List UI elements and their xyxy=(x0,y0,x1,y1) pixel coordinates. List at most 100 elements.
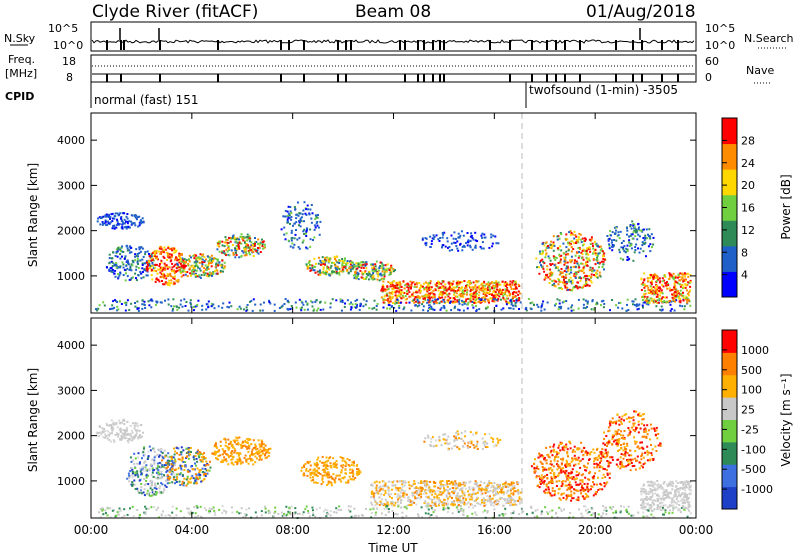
echo-pixel xyxy=(146,265,149,268)
echo-pixel xyxy=(510,301,513,304)
echo-pixel xyxy=(438,293,441,296)
echo-pixel xyxy=(458,287,461,290)
echo-pixel xyxy=(495,295,498,298)
echo-pixel xyxy=(166,273,169,276)
cpid-panel: CPID normal (fast) 151 twofsound (1-min)… xyxy=(5,82,678,108)
echo-pixel xyxy=(289,308,292,311)
echo-pixel xyxy=(677,276,679,279)
nsky-tick-top: 10^5 xyxy=(48,22,78,35)
echo-pixel xyxy=(341,262,344,265)
echo-pixel xyxy=(331,272,334,275)
echo-pixel xyxy=(162,275,164,278)
echo-pixel xyxy=(602,253,605,256)
cpid-mode-twofsound: twofsound (1-min) -3505 xyxy=(529,83,678,97)
echo-pixel xyxy=(585,250,588,252)
echo-pixel xyxy=(286,220,289,223)
echo-pixel xyxy=(609,309,611,312)
echo-pixel xyxy=(388,300,391,303)
echo-pixel xyxy=(640,278,643,281)
echo-pixel xyxy=(645,255,647,258)
echo-pixel xyxy=(432,300,435,303)
echo-pixel xyxy=(512,280,515,282)
echo-pixel xyxy=(184,270,187,273)
echo-pixel xyxy=(179,262,182,265)
echo-pixel xyxy=(249,459,252,462)
echo-pixel xyxy=(513,295,516,298)
echo-pixel xyxy=(233,237,236,240)
echo-pixel xyxy=(557,248,560,251)
echo-pixel xyxy=(487,300,490,303)
echo-pixel xyxy=(318,233,321,236)
velocity-heatmap xyxy=(95,410,692,519)
echo-pixel xyxy=(239,235,242,238)
echo-pixel xyxy=(106,424,108,426)
echo-pixel xyxy=(509,280,512,283)
echo-pixel xyxy=(487,291,490,294)
echo-pixel xyxy=(160,261,163,264)
echo-pixel xyxy=(248,246,251,249)
echo-pixel xyxy=(158,461,161,464)
echo-pixel xyxy=(190,476,193,479)
echo-pixel xyxy=(203,261,206,263)
echo-pixel xyxy=(222,450,225,453)
echo-pixel xyxy=(632,300,635,303)
echo-pixel xyxy=(649,250,652,253)
echo-pixel xyxy=(649,285,652,288)
echo-pixel xyxy=(158,487,161,490)
echo-pixel xyxy=(454,305,457,308)
echo-pixel xyxy=(505,501,508,504)
echo-pixel xyxy=(231,237,234,240)
echo-pixel xyxy=(187,470,190,473)
echo-pixel xyxy=(109,424,112,427)
echo-pixel xyxy=(479,245,482,248)
echo-pixel xyxy=(451,248,454,251)
echo-pixel xyxy=(472,295,474,298)
echo-pixel xyxy=(382,488,384,491)
echo-pixel xyxy=(252,255,255,257)
echo-pixel xyxy=(262,247,264,250)
echo-pixel xyxy=(140,483,143,485)
echo-pixel xyxy=(332,473,335,476)
echo-pixel xyxy=(542,260,545,263)
echo-pixel xyxy=(153,448,156,451)
echo-pixel xyxy=(286,218,289,221)
echo-pixel xyxy=(135,430,138,433)
echo-pixel xyxy=(212,303,215,306)
echo-pixel xyxy=(580,269,583,272)
echo-pixel xyxy=(398,494,401,497)
echo-pixel xyxy=(131,468,134,471)
echo-pixel xyxy=(642,281,645,284)
echo-pixel xyxy=(453,231,456,234)
echo-pixel xyxy=(134,474,137,477)
echo-pixel xyxy=(177,473,180,476)
echo-pixel xyxy=(251,251,254,254)
echo-pixel xyxy=(439,237,442,239)
echo-pixel xyxy=(352,475,354,478)
echo-pixel xyxy=(541,303,544,306)
echo-pixel xyxy=(450,282,453,285)
echo-pixel xyxy=(141,267,144,270)
echo-pixel xyxy=(153,459,156,462)
echo-pixel xyxy=(160,301,163,304)
echo-pixel xyxy=(112,426,115,429)
echo-pixel xyxy=(378,273,381,276)
echo-pixel xyxy=(463,301,466,304)
echo-pixel xyxy=(577,298,580,301)
echo-pixel xyxy=(168,247,171,250)
echo-pixel xyxy=(303,465,306,468)
echo-pixel xyxy=(210,259,213,262)
echo-pixel xyxy=(351,461,354,464)
echo-pixel xyxy=(142,276,145,279)
echo-pixel xyxy=(448,487,451,490)
echo-pixel xyxy=(466,244,469,247)
echo-pixel xyxy=(254,242,256,245)
echo-pixel xyxy=(660,309,663,312)
echo-pixel xyxy=(591,270,594,273)
echo-pixel xyxy=(380,289,383,292)
nsky-trace xyxy=(91,28,695,50)
echo-pixel xyxy=(176,305,179,308)
echo-pixel xyxy=(232,253,235,256)
echo-pixel xyxy=(415,291,418,294)
echo-pixel xyxy=(252,463,255,466)
echo-pixel xyxy=(543,244,546,247)
